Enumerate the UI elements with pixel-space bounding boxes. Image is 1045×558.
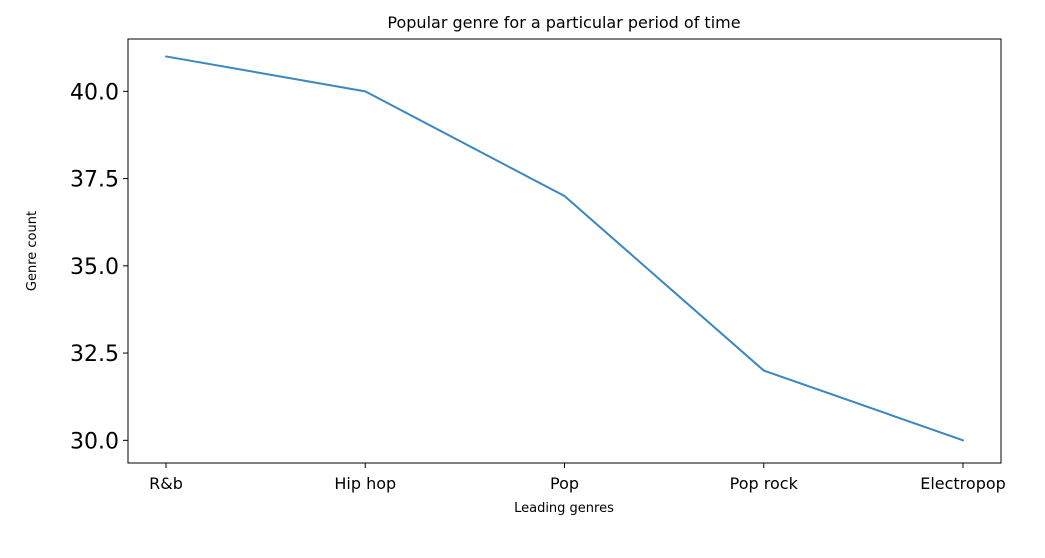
y-tick-label: 37.5 — [70, 168, 119, 193]
y-tick-label: 30.0 — [70, 429, 119, 454]
data-point — [165, 55, 167, 58]
y-tick-label: 40.0 — [70, 80, 119, 105]
data-point — [364, 90, 367, 93]
y-axis-label: Genre count — [25, 211, 40, 291]
data-point — [962, 439, 964, 442]
x-tick-label: Pop rock — [730, 474, 799, 493]
y-tick-label: 35.0 — [70, 255, 119, 280]
series-layer — [165, 55, 964, 442]
y-tick-label: 32.5 — [70, 342, 119, 367]
x-tick-label: Pop — [550, 474, 579, 493]
data-point — [762, 369, 765, 372]
x-axis-label: Leading genres — [514, 501, 614, 516]
x-tick-label: Electropop — [920, 474, 1006, 493]
plot-area-frame — [127, 38, 1002, 464]
chart-title: Popular genre for a particular period of… — [387, 13, 740, 32]
x-axis: R&b Hip hop Pop Pop rock Electropop — [149, 463, 1006, 493]
y-axis: 30.0 32.5 35.0 37.5 40.0 — [70, 80, 128, 454]
series-line — [165, 55, 964, 442]
data-point — [563, 195, 566, 198]
x-tick-label: Hip hop — [334, 474, 396, 493]
x-tick-label: R&b — [149, 474, 183, 493]
